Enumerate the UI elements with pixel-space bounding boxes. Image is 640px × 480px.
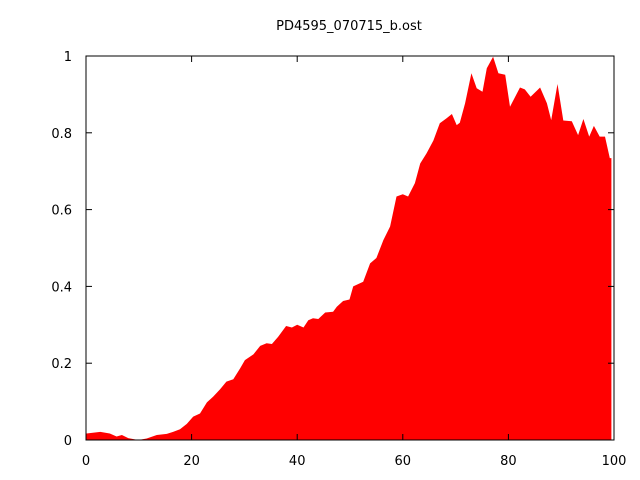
x-tick-label: 60 (395, 454, 412, 469)
y-tick-label: 0.2 (51, 357, 72, 372)
y-tick-label: 0.8 (51, 127, 72, 142)
x-tick-label: 0 (82, 454, 90, 469)
chart-title: PD4595_070715_b.ost (276, 19, 422, 34)
axis-ticks: 0 20 40 60 80 100 0 0.2 0.4 0.6 0.8 1 (51, 50, 626, 469)
x-tick-label: 40 (289, 454, 306, 469)
x-tick-label: 100 (602, 454, 627, 469)
y-tick-label: 1 (64, 50, 72, 65)
x-tick-label: 20 (183, 454, 200, 469)
y-tick-label: 0.6 (51, 204, 72, 219)
series-layer (86, 56, 612, 441)
plot-border (85, 55, 615, 441)
x-tick-label: 80 (500, 454, 517, 469)
y-tick-label: 0 (64, 434, 72, 449)
y-tick-label: 0.4 (51, 280, 72, 295)
area-series (86, 56, 612, 441)
